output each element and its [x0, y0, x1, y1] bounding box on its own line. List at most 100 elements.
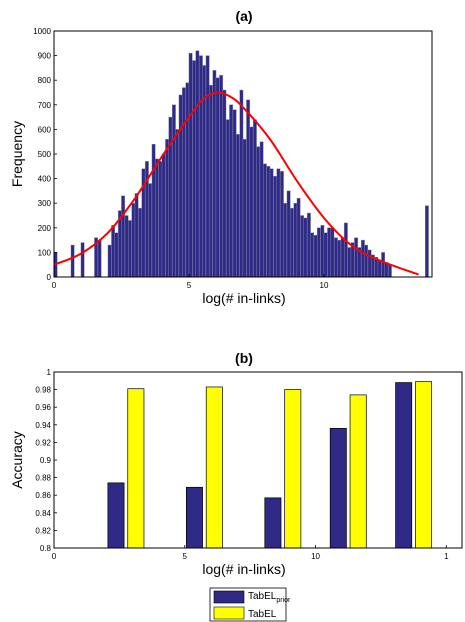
histogram-bar [387, 264, 392, 278]
accuracy-bar [284, 389, 302, 549]
histogram-bar [289, 207, 294, 278]
y-tick-label: 800 [38, 76, 52, 85]
chart-b-yticks: 0.8 0.82 0.84 0.86 0.88 0.9 0.92 0.94 0.96 0.98 1 [35, 368, 57, 553]
y-tick-label: 0.94 [35, 421, 51, 430]
histogram-bar [337, 239, 342, 278]
histogram-bar [262, 163, 267, 278]
y-tick-label: 0.82 [35, 526, 51, 535]
chart-a-ylabel: Frequency [9, 121, 25, 187]
histogram-bar [195, 50, 200, 278]
x-tick-label: 10 [311, 552, 320, 561]
histogram-bar [165, 139, 170, 278]
histogram-bar [249, 126, 254, 278]
histogram-bar [303, 217, 308, 278]
histogram-bar [367, 249, 372, 278]
histogram-bar [330, 227, 335, 278]
y-tick-label: 100 [38, 248, 52, 257]
y-tick-label: 0 [47, 273, 52, 282]
x-tick-label: 5 [187, 281, 192, 290]
histogram-bar [283, 202, 288, 278]
histogram-bar [235, 134, 240, 278]
histogram-bar [333, 237, 338, 278]
y-tick-label: 0.8 [40, 544, 52, 553]
histogram-bar [131, 202, 136, 278]
histogram-bar [276, 168, 281, 278]
histogram-bar [343, 222, 348, 278]
histogram-bar [256, 146, 261, 278]
x-tick-label: 10 [320, 281, 329, 290]
histogram-bar [148, 183, 153, 278]
chart-b-xlabel: log(# in-links) [202, 561, 285, 577]
histogram-bar [158, 161, 163, 278]
histogram-bar [212, 70, 217, 278]
chart-b-ylabel: Accuracy [9, 431, 25, 489]
y-tick-label: 0.84 [35, 509, 51, 518]
chart-a-xlabel: log(# in-links) [202, 290, 285, 306]
histogram-bar [273, 175, 278, 278]
panel-b: (b) 0.80.820.840.860.880.90.920.940.960.… [9, 350, 463, 622]
histogram-bar [323, 232, 328, 278]
histogram-bar [269, 168, 274, 278]
histogram-bar [107, 244, 112, 278]
histogram-bar [198, 55, 203, 278]
chart-a-bars [53, 50, 429, 278]
legend-swatch-tabel [213, 606, 245, 620]
histogram-bar [111, 225, 116, 278]
chart-a-yticks: 0 100 200 300 400 500 600 700 800 900 1000 [33, 27, 57, 282]
histogram-bar [225, 119, 230, 278]
histogram-bar [259, 141, 264, 278]
x-tick-label: 0 [52, 281, 57, 290]
legend-label-tabel-prior-main: TabEL [248, 591, 277, 602]
histogram-bar [293, 202, 298, 278]
histogram-bar [327, 227, 332, 278]
histogram-bar [215, 77, 220, 278]
histogram-bar [127, 220, 132, 278]
chart-b-legend: TabELprior TabEL [209, 587, 291, 622]
histogram-bar [313, 234, 318, 278]
histogram-bar [310, 232, 315, 278]
y-tick-label: 200 [38, 224, 52, 233]
histogram-bar [381, 252, 386, 278]
accuracy-bar [205, 386, 223, 549]
y-tick-label: 400 [38, 175, 52, 184]
accuracy-bar [349, 394, 367, 549]
histogram-bar [185, 82, 190, 278]
histogram-bar [80, 242, 85, 278]
histogram-bar [340, 237, 345, 278]
histogram-bar [246, 99, 251, 278]
histogram-bar [97, 239, 102, 278]
histogram-bar [134, 193, 139, 278]
y-tick-label: 0.9 [40, 456, 52, 465]
histogram-bar [154, 158, 159, 278]
histogram-bar [181, 87, 186, 278]
chart-b-title: (b) [235, 350, 253, 366]
chart-b-bars [107, 381, 433, 549]
histogram-bar [178, 94, 183, 278]
histogram-bar [360, 239, 365, 278]
histogram-bar [138, 207, 143, 278]
y-tick-label: 0.88 [35, 474, 51, 483]
y-tick-label: 600 [38, 125, 52, 134]
histogram-bar [205, 55, 210, 278]
y-tick-label: 0.92 [35, 438, 51, 447]
x-tick-label: 1 [444, 552, 449, 561]
histogram-bar [232, 109, 237, 278]
histogram-bar [188, 52, 193, 278]
panel-a: (a) 0 100 200 300 400 500 600 700 800 900 1000 0 5 1… [9, 8, 433, 306]
x-tick-label: 5 [183, 552, 188, 561]
accuracy-bar [395, 382, 413, 549]
accuracy-bar [185, 486, 203, 549]
histogram-bar [239, 89, 244, 278]
histogram-bar [161, 153, 166, 278]
histogram-bar [296, 198, 301, 278]
legend-label-tabel: TabEL [248, 609, 277, 620]
chart-b-xticks: 0 5 10 1 [52, 545, 449, 561]
legend-label-tabel-prior-sub: prior [276, 597, 291, 604]
histogram-bar [151, 143, 156, 278]
y-tick-label: 500 [38, 150, 52, 159]
histogram-bar [114, 232, 119, 278]
chart-a-title: (a) [235, 8, 252, 24]
histogram-bar [316, 227, 321, 278]
histogram-bar [192, 60, 197, 278]
